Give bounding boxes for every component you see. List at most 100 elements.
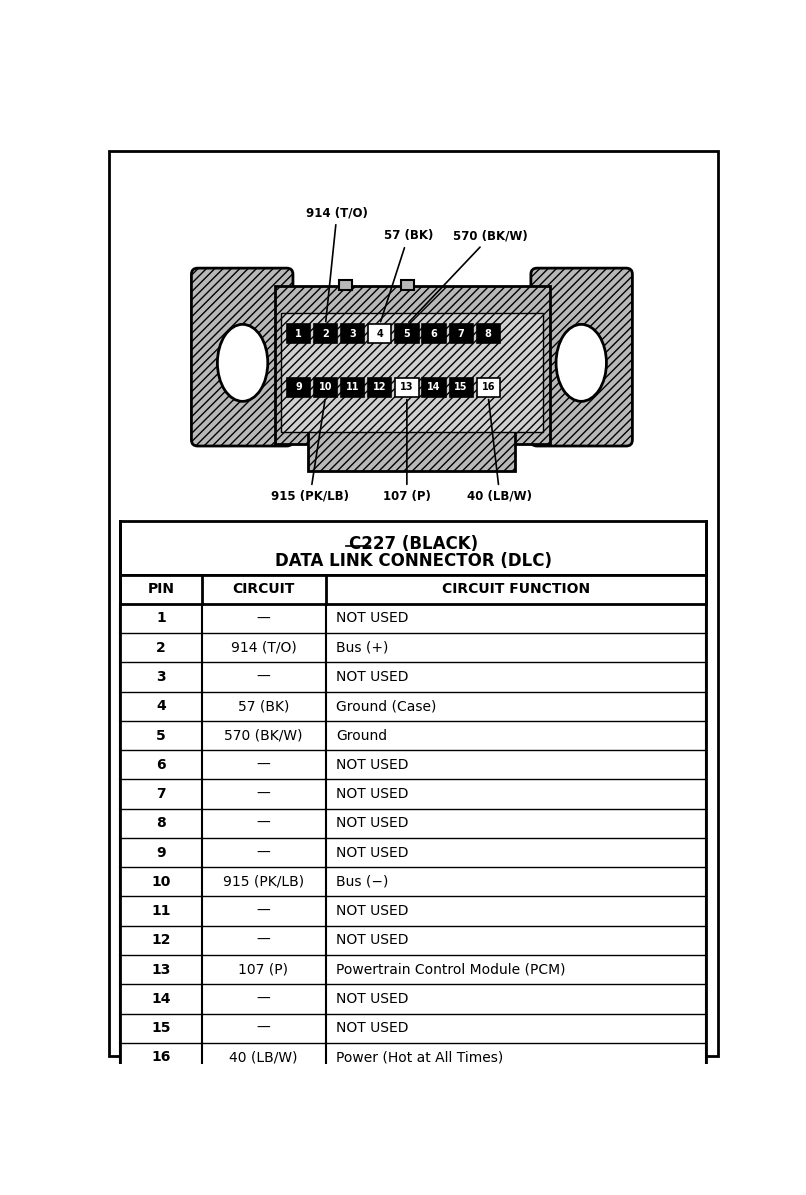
Text: CIRCUIT: CIRCUIT (232, 582, 295, 596)
Text: 12: 12 (373, 382, 387, 392)
Text: 12: 12 (151, 933, 171, 948)
Text: 15: 15 (455, 382, 467, 392)
Bar (120, 779, 706, 809)
Text: 14: 14 (427, 382, 441, 392)
Text: C227 (BLACK): C227 (BLACK) (348, 534, 478, 552)
Text: Bus (−): Bus (−) (336, 875, 388, 889)
Text: Bus (+): Bus (+) (336, 641, 388, 655)
Bar (314, 379, 337, 397)
Bar (120, 926, 706, 955)
Bar (287, 379, 310, 397)
Text: 13: 13 (400, 382, 413, 392)
Text: Ground (Case): Ground (Case) (336, 699, 437, 713)
Text: NOT USED: NOT USED (336, 788, 409, 801)
Text: Power (Hot at All Times): Power (Hot at All Times) (336, 1050, 504, 1065)
Text: 5: 5 (156, 729, 166, 742)
Text: 8: 8 (485, 329, 492, 338)
Bar (368, 324, 392, 343)
Text: 914 (T/O): 914 (T/O) (231, 641, 297, 655)
Text: NOT USED: NOT USED (336, 846, 409, 859)
Text: 7: 7 (156, 788, 165, 801)
Bar (339, 281, 352, 289)
Text: PIN: PIN (147, 582, 174, 596)
Text: —: — (256, 1022, 270, 1035)
Text: 914 (T/O): 914 (T/O) (306, 207, 368, 321)
Text: 13: 13 (152, 963, 171, 976)
Bar (275, 286, 550, 443)
Bar (120, 1013, 706, 1043)
Text: 3: 3 (349, 329, 356, 338)
Text: 5: 5 (404, 329, 410, 338)
Text: 16: 16 (152, 1050, 171, 1065)
Text: 6: 6 (430, 329, 438, 338)
Bar (120, 575, 706, 603)
Text: NOT USED: NOT USED (336, 1022, 409, 1035)
Text: 8: 8 (156, 816, 166, 831)
Text: 6: 6 (156, 758, 165, 772)
Ellipse shape (218, 324, 268, 402)
Bar (450, 324, 473, 343)
Text: —: — (256, 758, 270, 772)
Text: —: — (256, 816, 270, 831)
Bar (450, 379, 473, 397)
Text: —: — (256, 992, 270, 1006)
Text: 2: 2 (322, 329, 329, 338)
Text: 2: 2 (156, 641, 166, 655)
Bar (120, 1043, 706, 1072)
Text: 570 (BK/W): 570 (BK/W) (224, 729, 303, 742)
Text: 11: 11 (346, 382, 359, 392)
Text: NOT USED: NOT USED (336, 816, 409, 831)
Bar (422, 324, 446, 343)
Bar (314, 324, 337, 343)
Bar (309, 428, 515, 471)
Bar (120, 721, 706, 750)
Text: 915 (PK/LB): 915 (PK/LB) (271, 399, 349, 503)
Text: 40 (LB/W): 40 (LB/W) (229, 1050, 297, 1065)
Bar (341, 324, 364, 343)
Bar (120, 521, 706, 575)
Text: 4: 4 (156, 699, 166, 713)
Text: NOT USED: NOT USED (336, 905, 409, 918)
Bar (476, 379, 500, 397)
Text: NOT USED: NOT USED (336, 670, 409, 684)
Text: 11: 11 (151, 905, 171, 918)
Bar (120, 750, 706, 779)
Bar (368, 379, 392, 397)
Bar (281, 313, 542, 433)
Text: 57 (BK): 57 (BK) (380, 229, 433, 321)
Text: 107 (P): 107 (P) (383, 399, 431, 503)
Text: 15: 15 (151, 1022, 171, 1035)
FancyBboxPatch shape (192, 268, 293, 446)
Bar (422, 379, 446, 397)
Bar (395, 379, 418, 397)
Text: —: — (256, 846, 270, 859)
Text: NOT USED: NOT USED (336, 933, 409, 948)
Text: —: — (256, 670, 270, 684)
Text: 14: 14 (151, 992, 171, 1006)
Bar (401, 281, 413, 289)
Bar (395, 324, 418, 343)
Text: 1: 1 (156, 612, 166, 625)
Bar (120, 838, 706, 868)
Text: NOT USED: NOT USED (336, 612, 409, 625)
Text: Powertrain Control Module (PCM): Powertrain Control Module (PCM) (336, 963, 566, 976)
Bar (120, 955, 706, 985)
FancyBboxPatch shape (531, 268, 633, 446)
Text: —: — (256, 788, 270, 801)
Bar (476, 324, 500, 343)
Bar (120, 809, 706, 838)
Text: 570 (BK/W): 570 (BK/W) (409, 229, 528, 323)
Text: 10: 10 (318, 382, 332, 392)
Text: 40 (LB/W): 40 (LB/W) (467, 399, 533, 503)
Text: 3: 3 (156, 670, 165, 684)
Text: 915 (PK/LB): 915 (PK/LB) (223, 875, 304, 889)
Bar (120, 692, 706, 721)
Text: DATA LINK CONNECTOR (DLC): DATA LINK CONNECTOR (DLC) (275, 552, 551, 570)
Text: Ground: Ground (336, 729, 388, 742)
Text: 57 (BK): 57 (BK) (238, 699, 289, 713)
Text: 9: 9 (156, 846, 165, 859)
Text: 9: 9 (295, 382, 301, 392)
Bar (341, 379, 364, 397)
Text: —: — (256, 933, 270, 948)
Text: 107 (P): 107 (P) (239, 963, 289, 976)
